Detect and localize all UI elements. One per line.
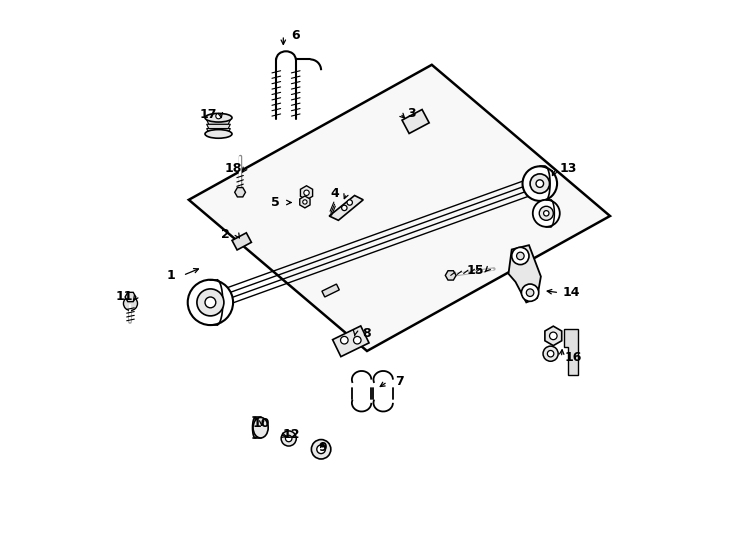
Circle shape [536,180,544,187]
Polygon shape [299,196,310,208]
Circle shape [523,166,557,201]
Text: 9: 9 [319,441,327,454]
Text: 12: 12 [283,428,300,441]
Text: 6: 6 [291,29,299,42]
Ellipse shape [252,417,258,438]
Ellipse shape [253,417,268,438]
Text: 18: 18 [225,162,241,175]
Bar [402,110,429,133]
Text: 4: 4 [330,187,339,200]
Polygon shape [206,124,230,129]
Polygon shape [564,329,578,375]
Circle shape [302,200,307,204]
Polygon shape [125,292,136,302]
Bar [232,233,252,250]
Circle shape [216,113,221,119]
Text: 1: 1 [167,269,175,282]
Polygon shape [206,120,230,124]
Circle shape [347,200,352,205]
Circle shape [521,284,539,301]
Circle shape [197,289,224,316]
Text: 8: 8 [363,327,371,340]
Text: 11: 11 [115,291,133,303]
Circle shape [123,296,137,310]
Circle shape [341,336,348,344]
Polygon shape [509,245,541,302]
Circle shape [311,440,331,459]
Polygon shape [545,326,562,346]
Text: 5: 5 [271,196,280,209]
Circle shape [281,431,297,446]
Text: 14: 14 [562,286,580,299]
Text: 16: 16 [564,351,582,364]
Circle shape [286,435,292,442]
Text: 13: 13 [559,162,577,175]
Circle shape [341,205,347,211]
Circle shape [354,336,361,344]
Circle shape [304,190,309,195]
Text: 2: 2 [221,228,230,241]
Circle shape [317,445,325,454]
Text: 15: 15 [466,264,484,276]
Circle shape [533,200,560,227]
Circle shape [526,289,534,296]
Bar [322,284,339,297]
Text: 17: 17 [200,108,217,121]
Polygon shape [330,195,363,220]
Circle shape [550,332,557,340]
Circle shape [548,350,554,357]
Polygon shape [189,65,610,351]
Polygon shape [235,187,245,197]
Bar [333,326,369,356]
Circle shape [544,211,549,216]
Circle shape [512,247,529,265]
Text: 10: 10 [253,417,270,430]
Text: 3: 3 [407,107,416,120]
Circle shape [530,174,550,193]
Polygon shape [206,129,230,133]
Circle shape [188,280,233,325]
Text: 7: 7 [395,375,404,388]
Polygon shape [446,271,456,280]
Ellipse shape [205,130,232,138]
Circle shape [543,346,558,361]
Polygon shape [300,186,313,200]
Circle shape [539,206,553,220]
Circle shape [517,252,524,260]
Ellipse shape [205,113,232,122]
Circle shape [205,297,216,308]
